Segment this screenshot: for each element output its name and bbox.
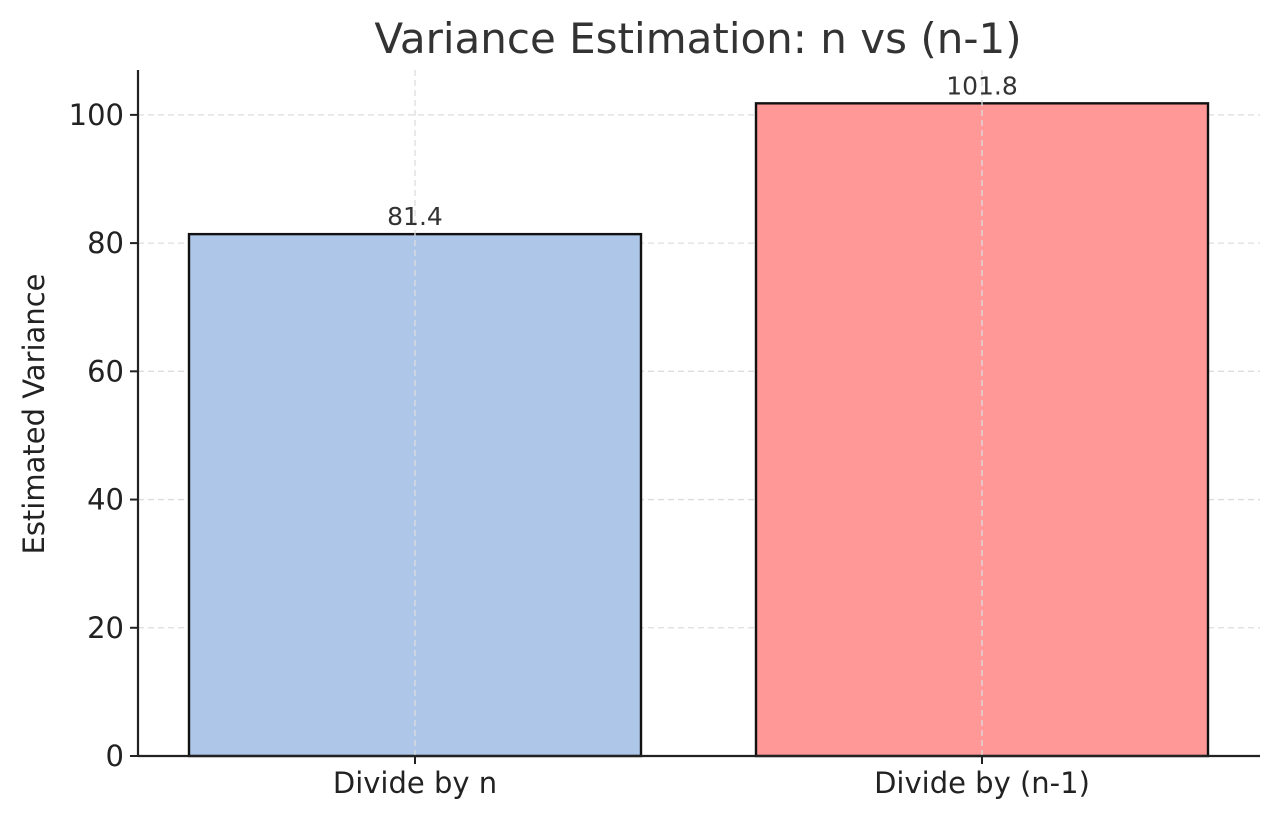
y-tick-label-0: 0 <box>106 739 124 773</box>
vertical-grid-lines <box>414 70 983 756</box>
data-label-1: 101.8 <box>946 71 1018 100</box>
chart-title: Variance Estimation: n vs (n-1) <box>374 14 1021 63</box>
x-tick-label-0: Divide by n <box>333 766 497 800</box>
y-tick-label-3: 60 <box>87 354 124 388</box>
axes: 0 20 40 60 80 100 Divide by n Divide by (n-1) <box>69 70 1260 800</box>
data-label-0: 81.4 <box>387 202 443 231</box>
y-tick-label-2: 40 <box>87 483 124 517</box>
y-tick-label-5: 100 <box>69 98 124 132</box>
data-labels: 81.4 101.8 <box>387 71 1018 231</box>
y-axis-label: Estimated Variance <box>17 274 51 555</box>
bars <box>187 102 1210 758</box>
y-tick-label-4: 80 <box>87 226 124 260</box>
x-tick-label-1: Divide by (n-1) <box>874 766 1090 800</box>
y-tick-label-1: 20 <box>87 611 124 645</box>
